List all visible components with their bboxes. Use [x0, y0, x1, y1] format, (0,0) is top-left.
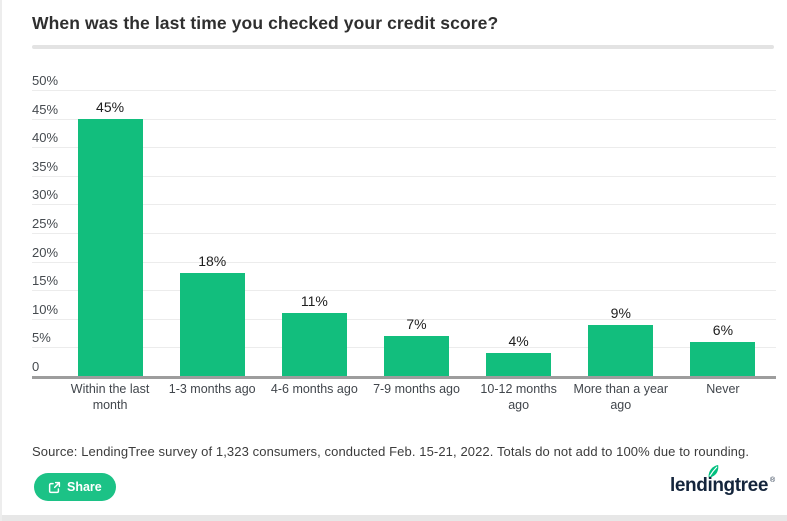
- y-axis-tick-label: 35%: [32, 158, 59, 174]
- gridline: [32, 233, 776, 234]
- x-axis-label: More than a year ago: [573, 382, 669, 412]
- y-axis-tick-label: 50%: [32, 73, 59, 88]
- x-axis-label: 7-9 months ago: [373, 382, 460, 396]
- x-axis-label: Within the last month: [70, 382, 150, 412]
- bar: [690, 341, 756, 376]
- gridline: [32, 118, 776, 120]
- y-axis-tick-label: 5%: [32, 330, 51, 346]
- bar-value-label: 11%: [300, 293, 328, 310]
- y-axis-tick-label: 15%: [32, 273, 59, 289]
- gridline: [32, 204, 776, 206]
- x-axis-label: 1-3 months ago: [168, 382, 256, 396]
- leaf-icon: [706, 464, 720, 484]
- y-axis-tick-label: 25%: [32, 216, 59, 231]
- gridline: [32, 318, 776, 320]
- x-axis-label: 4-6 months ago: [270, 382, 358, 396]
- bar-value-label: 45%: [96, 98, 125, 115]
- bar: [77, 118, 143, 376]
- gridline: [32, 175, 776, 177]
- y-axis-tick-label: 0: [32, 359, 40, 374]
- bottom-strip: [2, 515, 787, 521]
- gridline: [32, 147, 776, 149]
- title-divider: [32, 45, 774, 49]
- bar: [486, 353, 552, 376]
- y-axis-tick-label: 10%: [32, 301, 59, 317]
- bar-value-label: 9%: [610, 304, 631, 321]
- x-axis-label: Never: [706, 382, 740, 396]
- x-axis-label: 10-12 months ago: [480, 382, 557, 412]
- y-axis-tick-label: 20%: [32, 244, 59, 260]
- share-label: Share: [67, 480, 102, 494]
- y-axis-tick-label: 40%: [32, 130, 59, 146]
- bar: [588, 324, 654, 376]
- logo-text: lendingtree: [670, 475, 769, 496]
- y-axis-tick-label: 30%: [32, 187, 59, 203]
- bar: [179, 273, 245, 376]
- lendingtree-logo: lendingtree ®: [670, 464, 780, 498]
- source-note: Source: LendingTree survey of 1,323 cons…: [32, 444, 750, 459]
- bar: [281, 313, 347, 376]
- registered-mark: ®: [770, 477, 776, 484]
- share-icon: [48, 481, 61, 494]
- bar-value-label: 18%: [198, 253, 227, 270]
- bar-value-label: 4%: [508, 333, 529, 350]
- bar: [384, 335, 449, 376]
- gridline: [32, 261, 776, 263]
- gridline: [32, 290, 776, 292]
- share-button[interactable]: Share: [34, 473, 116, 501]
- bar-value-label: 7%: [406, 315, 427, 332]
- chart-title: When was the last time you checked your …: [32, 13, 499, 33]
- bar-value-label: 6%: [712, 321, 734, 338]
- x-axis-line: [32, 376, 776, 379]
- y-axis-tick-label: 45%: [32, 101, 59, 117]
- gridline: [32, 90, 776, 91]
